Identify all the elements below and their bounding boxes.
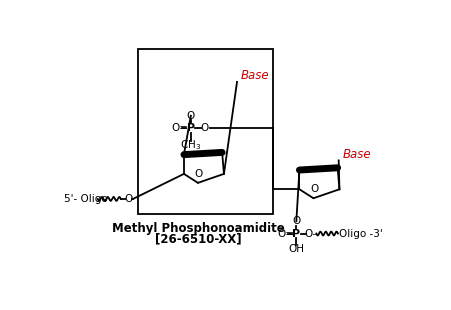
Text: O: O: [124, 194, 132, 204]
Bar: [138, 49, 272, 214]
Text: Base: Base: [240, 69, 269, 82]
Text: [26-6510-XX]: [26-6510-XX]: [155, 232, 241, 246]
Text: O=: O=: [276, 228, 294, 239]
Text: CH$_3$: CH$_3$: [180, 138, 201, 152]
Text: O-: O-: [304, 228, 316, 239]
Text: P: P: [292, 228, 300, 239]
Text: OH: OH: [288, 244, 304, 254]
Text: Oligo -3': Oligo -3': [339, 228, 382, 239]
Text: O: O: [200, 123, 208, 133]
Text: P: P: [186, 123, 194, 133]
Text: O: O: [194, 169, 202, 179]
Text: O: O: [309, 184, 318, 194]
Text: O=: O=: [171, 123, 188, 133]
Text: 5'- Oligo: 5'- Oligo: [64, 194, 107, 204]
Text: Methyl Phosphonoamidite: Methyl Phosphonoamidite: [111, 222, 284, 235]
Text: O: O: [186, 111, 194, 121]
Text: Base: Base: [342, 148, 370, 161]
Text: O: O: [291, 216, 300, 226]
